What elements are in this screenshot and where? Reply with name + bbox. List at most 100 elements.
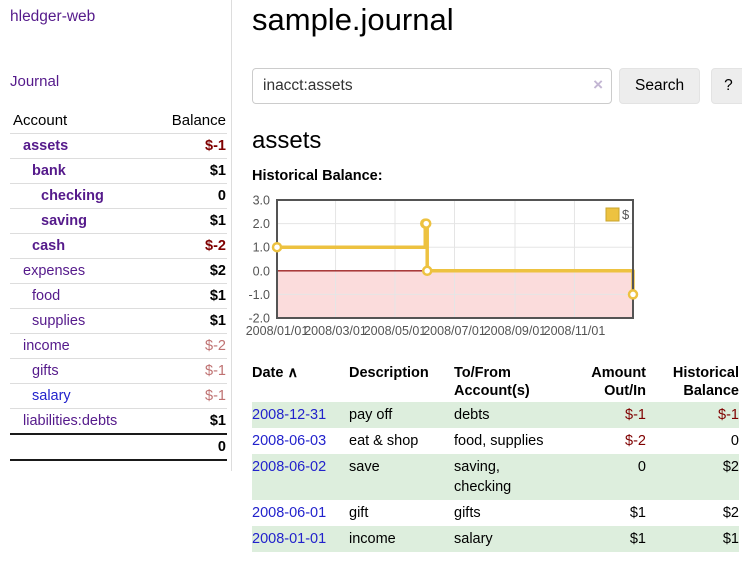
account-balance: $-2	[151, 334, 227, 359]
x-tick-label: 2008/05/01	[364, 324, 427, 338]
x-tick-label: 2008/03/01	[304, 324, 367, 338]
transaction-description: pay off	[349, 402, 454, 428]
sidebar-accounts-body: assets$-1bank$1checking0saving$1cash$-2e…	[10, 134, 227, 435]
data-point-marker	[629, 290, 637, 298]
transaction-description: save	[349, 454, 454, 500]
sidebar-account-row: salary $-1	[10, 384, 227, 409]
account-balance: $2	[151, 259, 227, 284]
search-input-wrap: ×	[252, 68, 612, 104]
register-body: 2008-12-31pay offdebts$-1$-12008-06-03ea…	[252, 402, 739, 552]
main-content: sample.journal × Search ? assets Histori…	[232, 0, 742, 552]
transaction-date-cell: 2008-01-01	[252, 526, 349, 552]
account-link-checking[interactable]: checking	[41, 188, 104, 204]
sidebar: hledger-web Journal Account Balance asse…	[0, 0, 232, 471]
help-button[interactable]: ?	[711, 68, 742, 104]
account-link-bank[interactable]: bank	[32, 163, 66, 179]
transaction-date-link[interactable]: 2008-06-03	[252, 433, 326, 449]
sidebar-account-row: expenses $2	[10, 259, 227, 284]
account-link-gifts[interactable]: gifts	[32, 363, 59, 379]
transaction-date-link[interactable]: 2008-06-02	[252, 459, 326, 475]
account-link-salary[interactable]: salary	[32, 388, 71, 404]
transaction-accounts: debts	[454, 402, 564, 428]
account-link-saving[interactable]: saving	[41, 213, 87, 229]
x-tick-label: 2008/09/01	[484, 324, 547, 338]
page-title: sample.journal	[252, 1, 742, 39]
transaction-date-cell: 2008-06-01	[252, 500, 349, 526]
transaction-amount: $-1	[564, 402, 646, 428]
transaction-amount: $1	[564, 500, 646, 526]
transaction-balance: $1	[646, 526, 739, 552]
transaction-balance: $2	[646, 454, 739, 500]
chart-svg: $3.02.01.00.0-1.0-2.02008/01/012008/03/0…	[248, 195, 648, 343]
accounts-col-account: Account	[10, 109, 151, 134]
accounts-col-balance: Balance	[151, 109, 227, 134]
col-description: Description	[349, 362, 454, 402]
transaction-description: income	[349, 526, 454, 552]
col-date[interactable]: Date ∧	[252, 362, 349, 402]
transaction-date-cell: 2008-06-03	[252, 428, 349, 454]
search-button[interactable]: Search	[619, 68, 700, 104]
x-tick-label: 2008/11/01	[544, 324, 606, 338]
legend-swatch	[606, 208, 619, 221]
sidebar-account-row: food$1	[10, 284, 227, 309]
transaction-date-cell: 2008-12-31	[252, 402, 349, 428]
y-tick-label: -1.0	[248, 288, 270, 302]
account-balance: $-2	[151, 234, 227, 259]
transaction-row: 2008-06-03eat & shopfood, supplies$-20	[252, 428, 739, 454]
transaction-date-link[interactable]: 2008-12-31	[252, 407, 326, 423]
sidebar-account-row: checking 0	[10, 184, 227, 209]
data-point-marker	[423, 267, 431, 275]
account-link-liabilities-debts[interactable]: liabilities:debts	[23, 413, 117, 429]
y-tick-label: 3.0	[253, 194, 270, 208]
transaction-balance: 0	[646, 428, 739, 454]
account-balance: $1	[151, 209, 227, 234]
account-balance: $-1	[151, 134, 227, 159]
transaction-date-link[interactable]: 2008-06-01	[252, 505, 326, 521]
account-link-assets[interactable]: assets	[23, 138, 68, 154]
transaction-balance: $2	[646, 500, 739, 526]
sidebar-account-row: cash $-2	[10, 234, 227, 259]
sort-asc-icon: ∧	[287, 365, 298, 381]
sidebar-account-row: income $-2	[10, 334, 227, 359]
transaction-accounts: gifts	[454, 500, 564, 526]
account-link-cash[interactable]: cash	[32, 238, 65, 254]
transaction-amount: 0	[564, 454, 646, 500]
data-point-marker	[422, 220, 430, 228]
sidebar-account-row: supplies $1	[10, 309, 227, 334]
clear-search-icon[interactable]: ×	[593, 75, 603, 95]
account-balance: $1	[151, 309, 227, 334]
account-link-food[interactable]: food	[32, 288, 60, 304]
transaction-amount: $-2	[564, 428, 646, 454]
historical-balance-chart[interactable]: $3.02.01.00.0-1.0-2.02008/01/012008/03/0…	[248, 195, 742, 343]
transaction-row: 2008-06-01 giftgifts$1$2	[252, 500, 739, 526]
account-link-expenses[interactable]: expenses	[23, 263, 85, 279]
transaction-accounts: saving, checking	[454, 454, 564, 500]
account-title: assets	[252, 127, 742, 155]
transaction-row: 2008-01-01incomesalary$1$1	[252, 526, 739, 552]
search-form: × Search ?	[252, 68, 742, 104]
y-tick-label: 1.0	[253, 241, 270, 255]
sidebar-item-journal[interactable]: Journal	[10, 73, 227, 90]
y-tick-label: 2.0	[253, 217, 270, 231]
transaction-description: eat & shop	[349, 428, 454, 454]
account-balance: $-1	[151, 384, 227, 409]
sidebar-total-balance: 0	[151, 434, 227, 460]
account-balance: $-1	[151, 359, 227, 384]
search-input[interactable]	[252, 68, 612, 104]
transaction-date-cell: 2008-06-02	[252, 454, 349, 500]
legend-label: $	[622, 207, 630, 222]
transaction-description: gift	[349, 500, 454, 526]
brand-link[interactable]: hledger-web	[10, 8, 227, 26]
x-tick-label: 2008/07/01	[423, 324, 486, 338]
sidebar-account-row: saving $1	[10, 209, 227, 234]
account-link-supplies[interactable]: supplies	[32, 313, 85, 329]
accounts-table: Account Balance assets $-1 bank $1 checking 0…	[10, 109, 227, 461]
transaction-balance: $-1	[646, 402, 739, 428]
account-link-income[interactable]: income	[23, 338, 70, 354]
register-header-row: Date ∧ Description To/From Account(s) Am…	[252, 362, 739, 402]
data-point-marker	[273, 243, 281, 251]
account-balance: 0	[151, 184, 227, 209]
transaction-date-link[interactable]: 2008-01-01	[252, 531, 326, 547]
transaction-row: 2008-06-02 savesaving, checking0$2	[252, 454, 739, 500]
sidebar-account-row: gifts $-1	[10, 359, 227, 384]
